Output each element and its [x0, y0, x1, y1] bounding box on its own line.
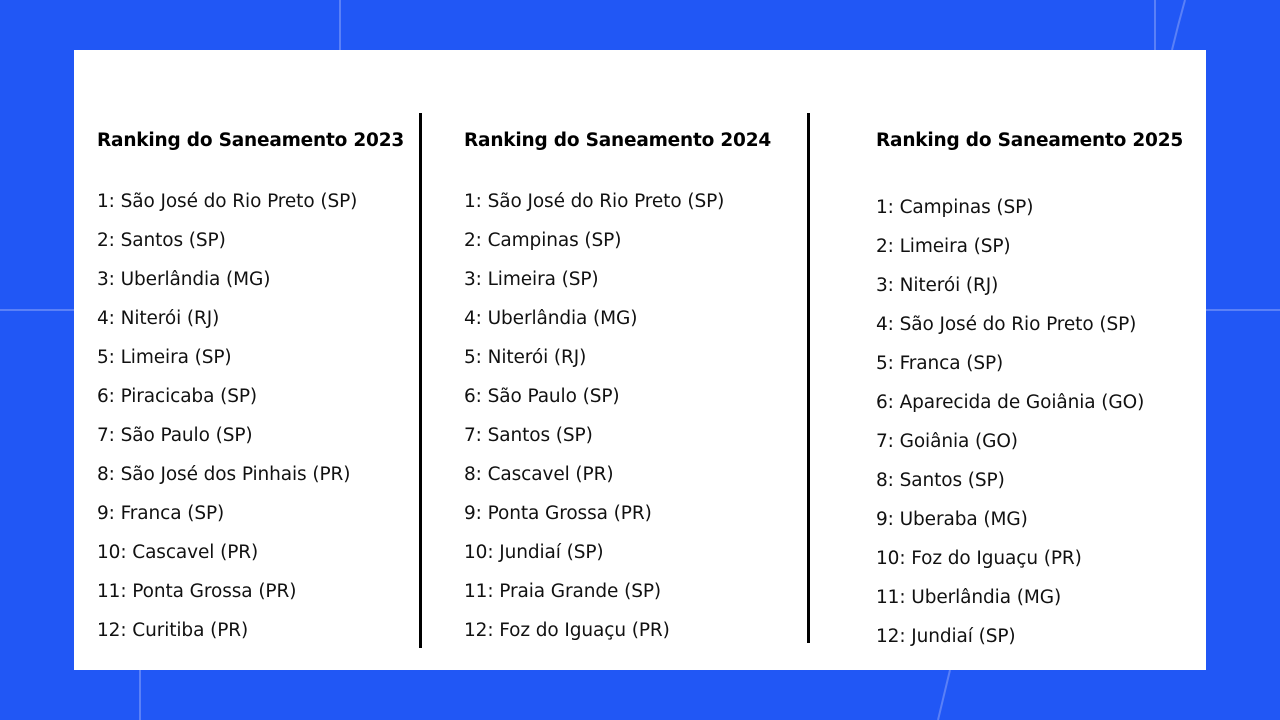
list-item: 1: Campinas (SP)	[876, 197, 1034, 218]
list-item: 5: Niterói (RJ)	[464, 347, 587, 368]
column-title-2025: Ranking do Saneamento 2025	[876, 130, 1184, 151]
list-item: 7: Goiânia (GO)	[876, 431, 1018, 452]
list-item: 3: Limeira (SP)	[464, 269, 599, 290]
list-item: 9: Franca (SP)	[97, 503, 225, 524]
list-item: 7: Santos (SP)	[464, 425, 593, 446]
list-item: 12: Foz do Iguaçu (PR)	[464, 620, 670, 641]
list-item: 8: Cascavel (PR)	[464, 464, 614, 485]
list-item: 1: São José do Rio Preto (SP)	[97, 191, 358, 212]
list-item: 5: Limeira (SP)	[97, 347, 232, 368]
list-item: 4: Uberlândia (MG)	[464, 308, 638, 329]
list-item: 3: Uberlândia (MG)	[97, 269, 271, 290]
list-item: 5: Franca (SP)	[876, 353, 1004, 374]
list-item: 8: Santos (SP)	[876, 470, 1005, 491]
list-item: 2: Santos (SP)	[97, 230, 226, 251]
list-item: 6: Aparecida de Goiânia (GO)	[876, 392, 1145, 413]
list-item: 7: São Paulo (SP)	[97, 425, 253, 446]
list-item: 4: Niterói (RJ)	[97, 308, 220, 329]
list-item: 11: Uberlândia (MG)	[876, 587, 1062, 608]
list-item: 9: Uberaba (MG)	[876, 509, 1028, 530]
list-item: 10: Cascavel (PR)	[97, 542, 259, 563]
ranking-card: Ranking do Saneamento 2023 1: São José d…	[74, 50, 1206, 670]
list-item: 12: Jundiaí (SP)	[876, 626, 1016, 647]
list-item: 2: Campinas (SP)	[464, 230, 622, 251]
list-item: 9: Ponta Grossa (PR)	[464, 503, 652, 524]
column-divider	[807, 113, 810, 643]
list-item: 8: São José dos Pinhais (PR)	[97, 464, 351, 485]
list-item: 1: São José do Rio Preto (SP)	[464, 191, 725, 212]
column-divider	[419, 113, 422, 648]
list-item: 6: São Paulo (SP)	[464, 386, 620, 407]
column-title-2024: Ranking do Saneamento 2024	[464, 130, 772, 151]
list-item: 4: São José do Rio Preto (SP)	[876, 314, 1137, 335]
list-item: 11: Praia Grande (SP)	[464, 581, 662, 602]
list-item: 12: Curitiba (PR)	[97, 620, 249, 641]
list-item: 3: Niterói (RJ)	[876, 275, 999, 296]
list-item: 10: Jundiaí (SP)	[464, 542, 604, 563]
list-item: 11: Ponta Grossa (PR)	[97, 581, 297, 602]
column-title-2023: Ranking do Saneamento 2023	[97, 130, 405, 151]
list-item: 10: Foz do Iguaçu (PR)	[876, 548, 1082, 569]
list-item: 6: Piracicaba (SP)	[97, 386, 258, 407]
list-item: 2: Limeira (SP)	[876, 236, 1011, 257]
